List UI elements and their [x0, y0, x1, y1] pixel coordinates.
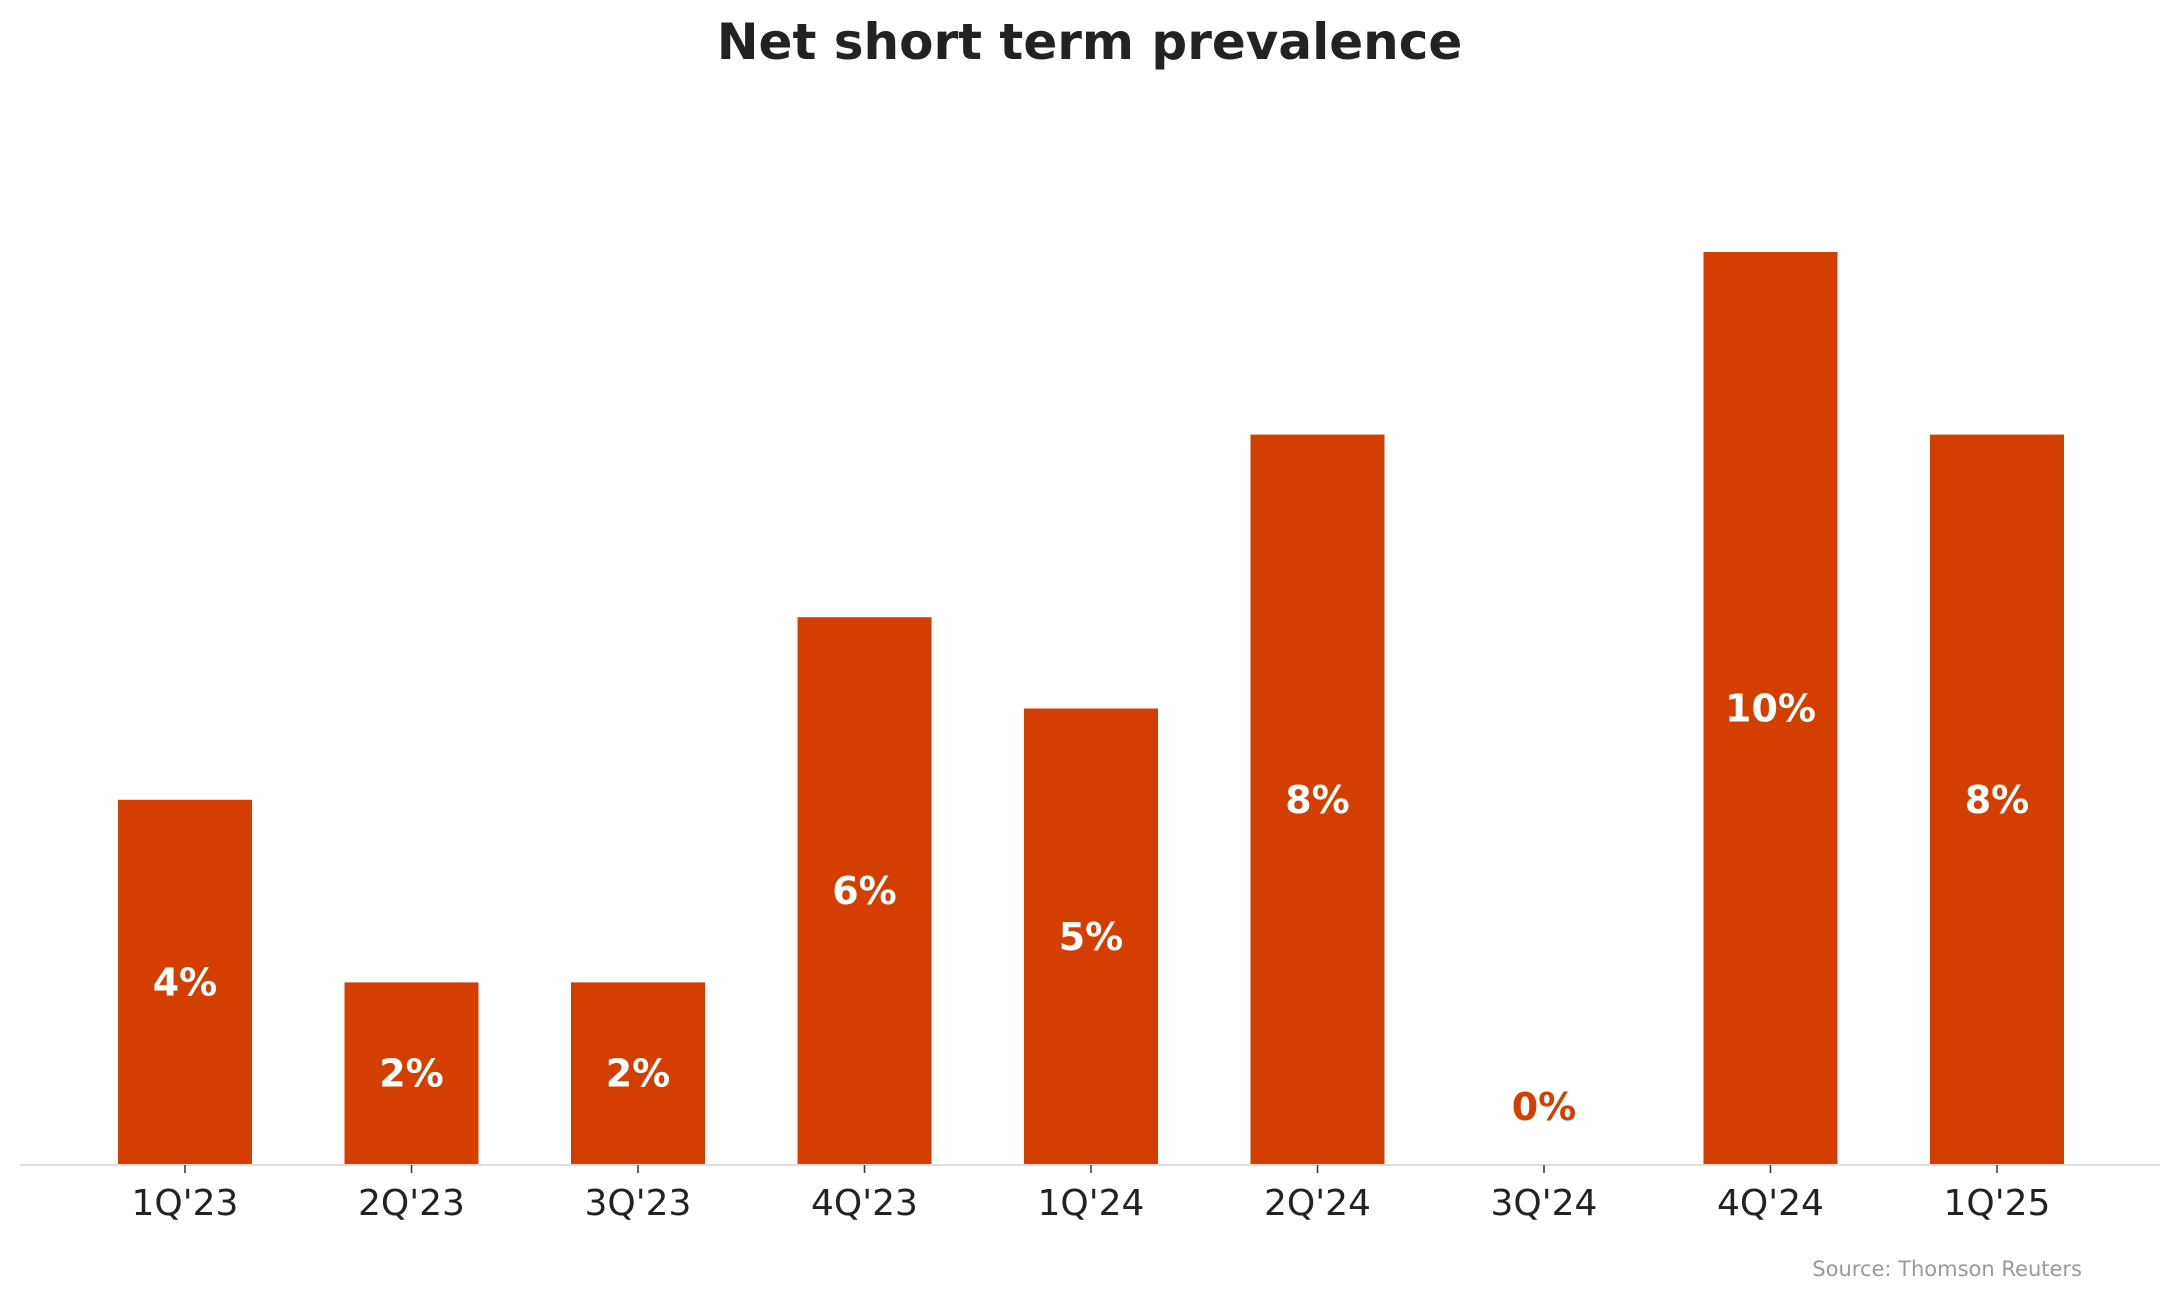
data-label: 5%: [1059, 915, 1124, 959]
data-label: 8%: [1965, 778, 2030, 822]
data-labels-layer: 4% 2% 2% 6% 5% 8% 0% 10% 8%: [153, 687, 2030, 1130]
bar-4Q'23: [797, 617, 932, 1165]
chart-title: Net short term prevalence: [716, 13, 1463, 71]
data-label: 6%: [832, 869, 897, 913]
x-tick-label: 2Q'23: [358, 1183, 465, 1224]
bar-3Q'23: [571, 982, 705, 1165]
source-note: Source: Thomson Reuters: [1812, 1257, 2082, 1281]
bar-4Q'24: [1703, 252, 1838, 1165]
data-label: 2%: [606, 1052, 671, 1096]
x-tick-label: 3Q'24: [1491, 1183, 1598, 1224]
data-label: 2%: [379, 1052, 444, 1096]
bars-layer: [118, 252, 2064, 1166]
x-tick-label: 1Q'23: [132, 1183, 239, 1224]
x-tick-label: 1Q'24: [1038, 1183, 1145, 1224]
x-tick-label: 3Q'23: [585, 1183, 692, 1224]
bar-2Q'24: [1250, 434, 1385, 1166]
data-label: 8%: [1285, 778, 1350, 822]
data-label: 10%: [1725, 687, 1816, 731]
bar-1Q'23: [118, 799, 252, 1165]
bar-1Q'24: [1024, 708, 1158, 1165]
x-tick-label: 2Q'24: [1264, 1183, 1371, 1224]
data-label: 0%: [1512, 1085, 1577, 1129]
x-tick-label: 4Q'24: [1717, 1183, 1824, 1224]
x-axis-ticks: 1Q'23 2Q'23 3Q'23 4Q'23 1Q'24 2Q'24 3Q'24 4Q'24…: [132, 1165, 2051, 1224]
x-tick-label: 4Q'23: [811, 1183, 918, 1224]
data-label: 4%: [153, 960, 218, 1004]
bar-2Q'23: [344, 982, 479, 1165]
bar-1Q'25: [1930, 434, 2064, 1166]
x-tick-label: 1Q'25: [1944, 1183, 2051, 1224]
